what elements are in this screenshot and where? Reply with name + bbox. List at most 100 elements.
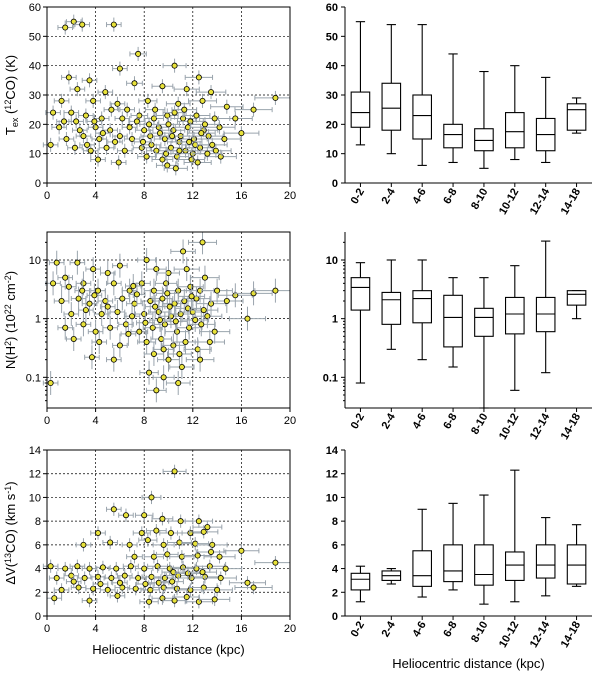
data-point-marker [208, 89, 215, 96]
data-point-marker [104, 586, 111, 593]
y-tick-label: 6 [332, 540, 338, 552]
box-14-18 [566, 524, 587, 587]
data-point-marker [176, 350, 183, 357]
data-point [189, 580, 219, 595]
interquartile-box [504, 112, 525, 149]
y-axis-title-part: 22 [3, 304, 13, 314]
y-tick-label: 10 [29, 255, 41, 267]
y-tick-label: 1 [35, 314, 41, 326]
data-point-marker [165, 356, 172, 363]
interquartile-box [412, 94, 432, 140]
x-tick-label: 8 [141, 415, 147, 427]
data-point-marker [171, 300, 178, 307]
data-point [137, 248, 157, 272]
y-tick-label: 10 [326, 492, 338, 504]
data-point [118, 508, 134, 522]
interquartile-box [474, 544, 494, 586]
data-point [157, 261, 180, 285]
data-point [103, 571, 120, 585]
interquartile-box [443, 544, 463, 583]
data-point [74, 278, 91, 303]
data-point [65, 574, 82, 589]
data-point-marker [91, 292, 98, 299]
data-point [254, 90, 291, 105]
data-point-marker [195, 518, 202, 525]
data-point-marker [152, 303, 159, 310]
data-point [143, 278, 165, 303]
x-category-label: 0-2 [349, 187, 367, 207]
data-point-marker [161, 135, 168, 142]
interquartile-box [412, 290, 432, 324]
data-point [99, 294, 116, 319]
data-point [95, 560, 111, 575]
data-point-marker [178, 363, 185, 370]
data-point [127, 582, 145, 596]
data-point-marker [79, 21, 86, 28]
data-point-marker [97, 580, 104, 587]
y-tick-label: 14 [29, 445, 41, 457]
data-point [116, 143, 133, 158]
interquartile-box [566, 103, 587, 131]
data-point-marker [74, 563, 81, 570]
box-4-6 [412, 24, 432, 166]
data-point [188, 232, 218, 255]
data-point [91, 131, 108, 147]
data-point [144, 102, 166, 117]
data-point-marker [198, 321, 205, 328]
data-point-marker [238, 130, 245, 137]
data-point-marker [73, 118, 80, 125]
data-point [57, 20, 74, 35]
data-point-marker [80, 321, 87, 328]
data-point [129, 571, 147, 585]
data-point-marker [92, 124, 99, 131]
data-point [92, 577, 109, 591]
data-point [196, 137, 228, 152]
data-point [57, 265, 74, 290]
data-point-marker [209, 541, 216, 548]
box-10-12 [504, 469, 525, 603]
data-point [133, 134, 153, 149]
data-point-marker [195, 74, 202, 81]
data-point-marker [62, 24, 69, 31]
data-point [155, 547, 179, 561]
data-point [192, 520, 223, 534]
data-point-marker [116, 579, 123, 586]
data-point [210, 289, 244, 313]
data-point [183, 155, 212, 170]
data-point-marker [164, 551, 171, 558]
data-point [125, 274, 142, 298]
interquartile-box [381, 291, 402, 325]
data-point-marker [167, 530, 174, 537]
data-point [154, 146, 178, 161]
data-point [81, 73, 98, 88]
data-point-marker [183, 266, 190, 273]
data-point [134, 561, 154, 576]
data-point-marker [152, 106, 159, 113]
data-point-marker [192, 316, 199, 323]
box-4-6 [412, 508, 432, 598]
y-axis-title-part: 13 [3, 553, 13, 563]
data-point [61, 70, 77, 85]
data-point-marker [92, 328, 99, 335]
data-point-marker [165, 121, 172, 128]
data-point-marker [47, 380, 54, 387]
x-tick-label: 8 [141, 190, 147, 202]
data-point [151, 591, 174, 605]
data-point-marker [223, 297, 230, 304]
data-point [199, 592, 231, 607]
data-point-marker [126, 124, 133, 131]
dv-box-panel: 0 2 4 6 8 10 12 14 0-2 2-4 4-6 6-8 8-10 10-12 12-14 14-… [326, 445, 592, 671]
data-point [163, 309, 188, 334]
data-point [42, 559, 59, 573]
data-point [147, 559, 169, 573]
data-point [181, 537, 210, 551]
data-point-marker [47, 141, 54, 148]
data-point-marker [116, 65, 123, 72]
y-axis-title-part: ) [3, 271, 18, 275]
data-point-marker [131, 80, 138, 87]
x-category-label: 4-6 [410, 620, 428, 640]
x-category-label: 10-12 [497, 620, 521, 650]
data-point-marker [86, 597, 93, 604]
data-point-marker [142, 580, 149, 587]
data-point-marker [198, 130, 205, 137]
